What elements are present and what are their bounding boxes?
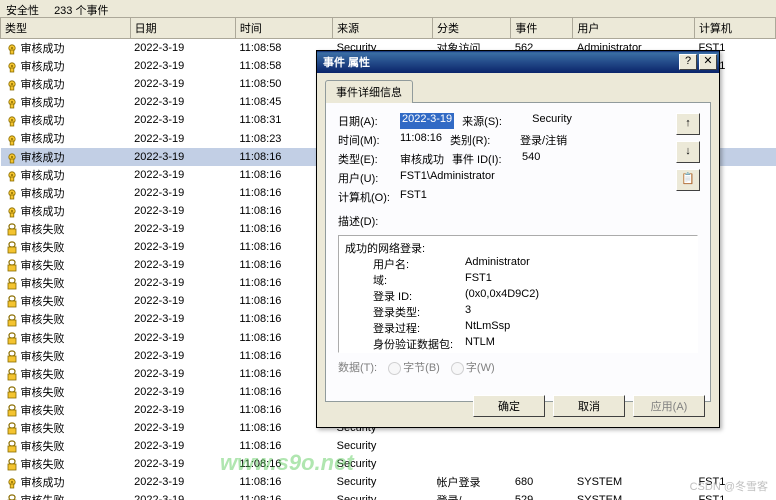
type-value: 审核成功 — [400, 151, 444, 167]
close-button[interactable]: ✕ — [699, 54, 717, 70]
time-label: 时间(M): — [338, 132, 400, 148]
type-label: 类型(E): — [338, 151, 400, 167]
desc-row: 登录类型:3 — [345, 304, 691, 320]
desc-row: 登录 ID:(0x0,0x4D9C2) — [345, 288, 691, 304]
desc-label: 描述(D): — [338, 213, 698, 229]
date-value: 2022-3-19 — [400, 113, 454, 129]
desc-row: 工作站名:\\192.168.161.138 — [345, 352, 691, 353]
data-label: 数据(T): — [338, 362, 377, 374]
column-header[interactable]: 来源 — [333, 18, 433, 39]
user-label: 用户(U): — [338, 170, 400, 186]
desc-row: 登录过程:NtLmSsp — [345, 320, 691, 336]
help-button[interactable]: ? — [679, 54, 697, 70]
computer-label: 计算机(O): — [338, 189, 400, 205]
desc-title: 成功的网络登录: — [345, 240, 691, 256]
next-event-button[interactable]: ↓ — [676, 141, 700, 163]
radio-words — [451, 362, 464, 375]
desc-row: 用户名:Administrator — [345, 256, 691, 272]
dialog-title: 事件 属性 — [323, 54, 677, 70]
prev-event-button[interactable]: ↑ — [676, 113, 700, 135]
radio-bytes — [388, 362, 401, 375]
column-header[interactable]: 时间 — [235, 18, 332, 39]
desc-row: 域:FST1 — [345, 272, 691, 288]
tab-bar: 事件详细信息 — [317, 73, 719, 102]
header-title: 安全性 — [6, 5, 39, 17]
apply-button[interactable]: 应用(A) — [633, 395, 705, 417]
category-value: 登录/注销 — [520, 132, 567, 148]
column-header[interactable]: 分类 — [433, 18, 511, 39]
source-label: 来源(S): — [462, 113, 532, 129]
table-row[interactable]: 审核成功2022-3-1911:08:16Security帐户登录680SYST… — [1, 473, 776, 491]
dialog-panel: ↑ ↓ 📋 日期(A): 2022-3-19 来源(S): Security 时… — [325, 102, 711, 402]
eventid-label: 事件 ID(I): — [452, 151, 522, 167]
table-row[interactable]: 审核失败2022-3-1911:08:16Security — [1, 455, 776, 473]
source-value: Security — [532, 113, 572, 129]
eventid-value: 540 — [522, 151, 540, 167]
header-count: 233 个事件 — [54, 5, 108, 17]
copy-button[interactable]: 📋 — [676, 169, 700, 191]
dialog-titlebar[interactable]: 事件 属性 ? ✕ — [317, 51, 719, 73]
column-header[interactable]: 类型 — [1, 18, 131, 39]
cancel-button[interactable]: 取消 — [553, 395, 625, 417]
event-properties-dialog: 事件 属性 ? ✕ 事件详细信息 ↑ ↓ 📋 日期(A): 2022-3-19 … — [316, 50, 720, 428]
column-header[interactable]: 计算机 — [694, 18, 775, 39]
table-row[interactable]: 审核失败2022-3-1911:08:16Security — [1, 437, 776, 455]
time-value: 11:08:16 — [400, 132, 442, 148]
table-row[interactable]: 审核失败2022-3-1911:08:16Security登录/529SYSTE… — [1, 491, 776, 500]
list-header: 安全性 233 个事件 — [0, 0, 776, 18]
description-box[interactable]: 成功的网络登录: 用户名:Administrator域:FST1登录 ID:(0… — [338, 235, 698, 353]
desc-row: 身份验证数据包:NTLM — [345, 336, 691, 352]
computer-value: FST1 — [400, 189, 427, 205]
category-label: 类别(R): — [450, 132, 520, 148]
tab-detail[interactable]: 事件详细信息 — [325, 80, 413, 103]
data-options: 数据(T): 字节(B) 字(W) — [338, 359, 698, 375]
ok-button[interactable]: 确定 — [473, 395, 545, 417]
column-header[interactable]: 事件 — [511, 18, 573, 39]
date-label: 日期(A): — [338, 113, 400, 129]
user-value: FST1\Administrator — [400, 170, 495, 186]
column-header[interactable]: 日期 — [130, 18, 235, 39]
column-header[interactable]: 用户 — [573, 18, 695, 39]
